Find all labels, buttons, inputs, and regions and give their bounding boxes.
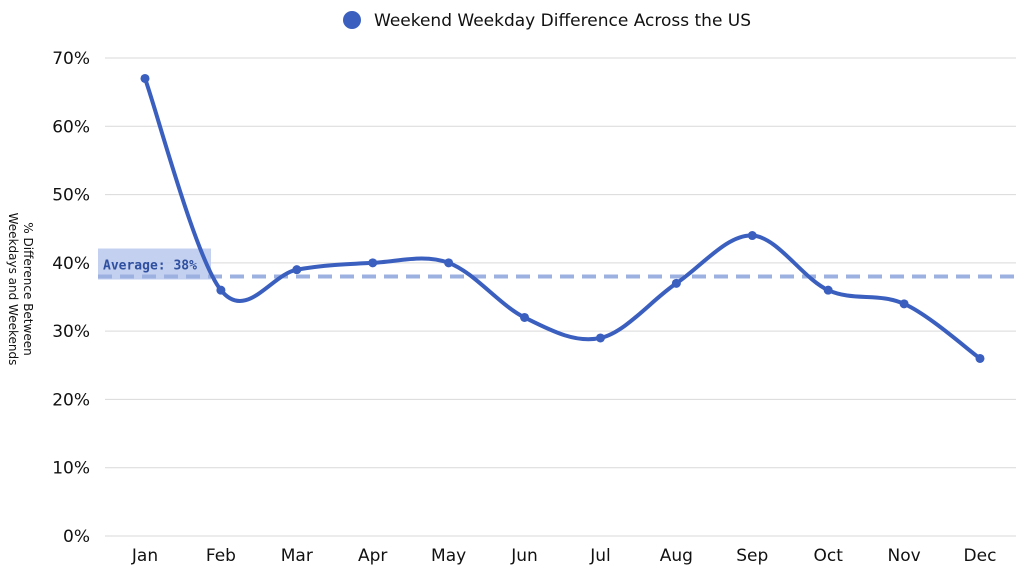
y-tick-label: 70% <box>52 49 90 69</box>
x-tick-label: Feb <box>206 546 236 566</box>
series-line <box>143 76 982 361</box>
data-point-jan <box>140 73 150 83</box>
y-tick-label: 40% <box>52 254 90 274</box>
data-point-jul <box>595 333 605 343</box>
data-point-jun <box>520 312 530 322</box>
x-tick-label: Sep <box>736 546 768 566</box>
x-tick-label: Aug <box>660 546 693 566</box>
y-axis-title: % Difference Between Weekdays and Weeken… <box>6 213 35 366</box>
data-points <box>140 73 985 363</box>
data-point-dec <box>975 353 985 363</box>
x-tick-label: Jun <box>510 546 538 566</box>
y-axis-title-line-2: Weekdays and Weekends <box>6 213 20 366</box>
legend-label: Weekend Weekday Difference Across the US <box>374 11 751 31</box>
data-point-mar <box>292 265 302 275</box>
x-tick-label: Mar <box>281 546 313 566</box>
y-tick-label: 60% <box>52 117 90 137</box>
data-point-aug <box>671 278 681 288</box>
data-point-nov <box>899 299 909 309</box>
y-tick-label: 30% <box>52 322 90 342</box>
legend: Weekend Weekday Difference Across the US <box>343 11 751 31</box>
x-tick-label: Nov <box>887 546 920 566</box>
data-point-oct <box>823 285 833 295</box>
y-tick-label: 0% <box>63 527 90 547</box>
average-annotation: Average: 38% <box>98 248 1016 280</box>
data-point-apr <box>368 258 378 268</box>
x-tick-label: Apr <box>358 546 387 566</box>
data-point-sep <box>747 231 757 241</box>
series-line-group <box>143 76 982 361</box>
average-label: Average: 38% <box>103 259 197 274</box>
x-axis: Jan Feb Mar Apr May Jun Jul Aug Sep Oct Nov Dec <box>131 546 997 566</box>
average-label-box <box>98 248 211 280</box>
y-axis-title-line-1: % Difference Between <box>21 222 35 355</box>
y-tick-label: 10% <box>52 459 90 479</box>
data-point-feb <box>216 285 226 295</box>
x-tick-label: May <box>431 546 466 566</box>
data-point-may <box>444 258 454 268</box>
legend-marker <box>343 11 361 29</box>
x-tick-label: Jan <box>131 546 158 566</box>
y-axis: 0% 10% 20% 30% 40% 50% 60% 70% <box>52 49 90 547</box>
grid-lines <box>105 57 1016 537</box>
x-tick-label: Oct <box>813 546 843 566</box>
y-tick-label: 20% <box>52 390 90 410</box>
x-tick-label: Jul <box>589 546 611 566</box>
y-tick-label: 50% <box>52 186 90 206</box>
x-tick-label: Dec <box>964 546 997 566</box>
